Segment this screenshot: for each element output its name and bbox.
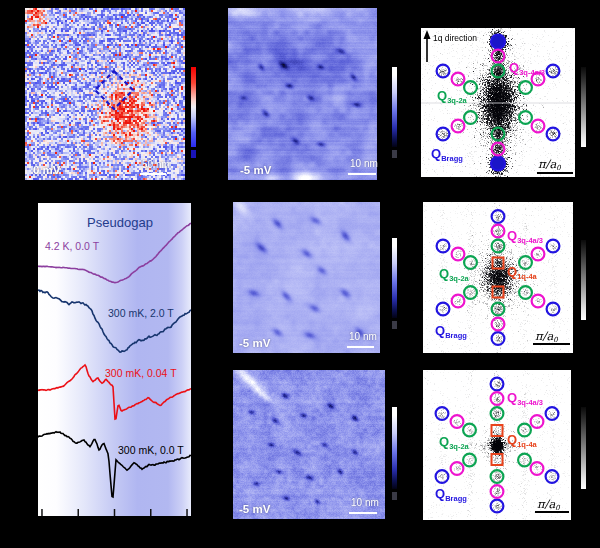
- bias-label-a: 0 mV: [33, 165, 61, 177]
- bias-label-b: -5 mV: [240, 165, 271, 177]
- panel-h-overlay: Q3q-4a/3 Q3q-2a Q1q-4a QBragg π/a0: [423, 370, 571, 520]
- pi-over-a0-label: π/a0: [538, 157, 561, 172]
- bias-label-g: -5 mV: [239, 504, 270, 516]
- curve-label-300mk-2t: 300 mK, 2.0 T: [108, 308, 174, 319]
- scalebar-line-b: [348, 173, 376, 175]
- q3q-4a3-label: Q3q-4a/3: [507, 228, 543, 245]
- panel-a-stm-topograph: 0 mV 50 nm: [25, 8, 185, 180]
- panel-e-stm-map: -5 mV 10 nm: [233, 202, 380, 353]
- panel-b-stm-map: -5 mV 10 nm: [228, 8, 377, 180]
- curve-label-300mk-0t: 300 mK, 0.0 T: [118, 445, 184, 456]
- spectrum-curve-1: [38, 290, 191, 352]
- dashed-roi-box: [95, 71, 133, 109]
- scalebar-label-e: 10 nm: [349, 332, 377, 342]
- panel-a-overlay: [25, 8, 185, 180]
- q3q-2a-label: Q3q-2a: [439, 434, 470, 451]
- colorbar-e: [392, 238, 397, 318]
- q3q-2a-label: Q3q-2a: [439, 266, 470, 283]
- panel-f-fft: Q3q-4a/3 Q3q-2a Q1q-4a QBragg π/a0: [423, 202, 573, 353]
- panel-f-overlay: Q3q-4a/3 Q3q-2a Q1q-4a QBragg π/a0: [423, 202, 573, 353]
- pi-over-a0-label: π/a0: [535, 329, 558, 344]
- colorbar-e-endcap: [392, 321, 397, 329]
- bias-label-e: -5 mV: [239, 338, 270, 350]
- colorbar-b: [392, 67, 397, 147]
- pseudogap-title: Pseudogap: [87, 216, 153, 229]
- curve-label-42k: 4.2 K, 0.0 T: [45, 241, 99, 252]
- colorbar-g: [392, 407, 397, 489]
- colorbar-f: [581, 240, 586, 320]
- spectrum-curve-3: [38, 432, 191, 497]
- scalebar-line-a: [140, 173, 166, 175]
- q-bragg-label: QBragg: [435, 323, 467, 340]
- scalebar-label-b: 10 nm: [350, 159, 378, 169]
- panel-c-overlay: 1q direction Q3q-4a/3 Q3q-2a QBragg π/a0: [421, 28, 575, 177]
- colorbar-g-endcap: [392, 492, 397, 500]
- colorbar-a-endcap: [191, 150, 196, 158]
- figure: 0 mV 50 nm -5 mV 10 nm 1q direction Q3q-…: [0, 0, 600, 548]
- colorbar-c: [581, 67, 586, 147]
- pi-over-a0-label: π/a0: [537, 497, 560, 512]
- scalebar-label-g: 10 nm: [351, 498, 379, 508]
- one-q-direction-arrow: [424, 30, 431, 62]
- curve-label-300mk-004t: 300 mK, 0.04 T: [105, 368, 177, 379]
- q1q-4a-label: Q1q-4a: [507, 432, 538, 449]
- one-q-direction-label: 1q direction: [433, 33, 477, 43]
- scalebar-line-e: [347, 346, 374, 348]
- q-bragg-label: QBragg: [435, 486, 467, 503]
- panel-d-spectroscopy: Pseudogap 4.2 K, 0.0 T 300 mK, 2.0 T 300…: [38, 203, 191, 516]
- colorbar-a: [191, 67, 196, 147]
- q1q-4a-label: Q1q-4a: [507, 264, 538, 281]
- q3q-4a3-label: Q3q-4a/3: [507, 390, 543, 407]
- panel-h-fft: Q3q-4a/3 Q3q-2a Q1q-4a QBragg π/a0: [423, 370, 571, 520]
- panel-g-stm-map: -5 mV 10 nm: [233, 370, 385, 519]
- q-bragg-label: QBragg: [431, 146, 463, 163]
- panel-c-fft: 1q direction Q3q-4a/3 Q3q-2a QBragg π/a0: [421, 28, 575, 177]
- spectrum-curve-0: [38, 223, 191, 282]
- colorbar-b-endcap: [392, 150, 397, 158]
- q3q-4a3-label: Q3q-4a/3: [509, 60, 545, 77]
- stm-image-b: [228, 8, 377, 180]
- colorbar-h: [581, 407, 586, 489]
- q3q-2a-label: Q3q-2a: [437, 88, 468, 105]
- scalebar-line-g: [349, 512, 377, 514]
- scalebar-label-a: 50 nm: [142, 160, 170, 170]
